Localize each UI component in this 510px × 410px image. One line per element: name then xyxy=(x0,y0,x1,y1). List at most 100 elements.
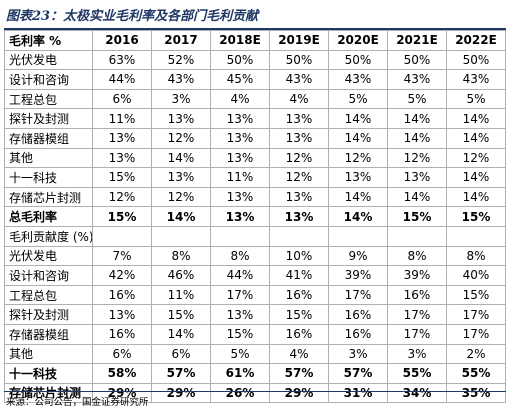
table-cell: 15% xyxy=(92,167,152,188)
table-cell: 13% xyxy=(92,127,152,149)
table-cell: 57% xyxy=(269,363,329,384)
row-label: 存储器模组 xyxy=(4,323,93,345)
table-cell: 40% xyxy=(446,265,506,286)
row-label: 总毛利率 xyxy=(4,206,93,227)
table-cell: 50% xyxy=(446,49,506,71)
table-cell: 8% xyxy=(151,245,211,267)
row-label: 探针及封测 xyxy=(4,108,93,129)
source-note: 来源：公司公告，国金证券研究所 xyxy=(6,397,149,408)
table-cell: 13% xyxy=(269,127,329,149)
table-title: 图表23：太极实业毛利率及各部门毛利贡献 xyxy=(6,9,259,24)
table-cell: 15% xyxy=(446,206,506,227)
table-cell: 11% xyxy=(92,108,152,129)
table-row: 十一科技 15% 13% 11% 12% 13% 13% 14% xyxy=(4,167,506,188)
table-cell: 4% xyxy=(269,343,329,365)
table-cell: 3% xyxy=(387,343,447,365)
table-cell: 14% xyxy=(387,127,447,149)
header-cell-year: 2022E xyxy=(446,30,506,51)
table-cell: 43% xyxy=(269,69,329,90)
table-cell: 29% xyxy=(151,382,211,404)
table-cell: 13% xyxy=(92,304,152,325)
table-cell: 50% xyxy=(269,49,329,71)
table-cell: 5% xyxy=(446,88,506,110)
table-cell: 13% xyxy=(210,304,270,325)
table-cell xyxy=(328,225,388,247)
table-cell: 12% xyxy=(446,147,506,169)
table-row: 工程总包 6% 3% 4% 4% 5% 5% 5% xyxy=(4,88,506,110)
table-cell: 41% xyxy=(269,265,329,286)
table-cell: 14% xyxy=(151,206,211,227)
table-cell: 2% xyxy=(446,343,506,365)
table-cell: 29% xyxy=(269,382,329,404)
table-cell: 31% xyxy=(328,382,388,404)
table-cell: 16% xyxy=(269,284,329,306)
table-cell: 12% xyxy=(269,167,329,188)
table-row: 总毛利率 15% 14% 13% 13% 14% 15% 15% xyxy=(4,206,506,227)
table-row: 设计和咨询 42% 46% 44% 41% 39% 39% 40% xyxy=(4,265,506,286)
table-cell: 11% xyxy=(151,284,211,306)
table-cell: 61% xyxy=(210,363,270,384)
table-row: 光伏发电 7% 8% 8% 10% 9% 8% 8% xyxy=(4,245,506,267)
title-divider xyxy=(4,28,506,30)
row-label: 光伏发电 xyxy=(4,49,93,71)
table-cell: 5% xyxy=(387,88,447,110)
table-row: 其他 13% 14% 13% 12% 12% 12% 12% xyxy=(4,147,506,169)
table-cell: 13% xyxy=(210,127,270,149)
gross-margin-table: 毛利率 % 2016 2017 2018E 2019E 2020E 2021E 2022E 光伏… xyxy=(4,30,506,404)
row-label: 工程总包 xyxy=(4,284,93,306)
row-label: 探针及封测 xyxy=(4,304,93,325)
header-cell-year: 2021E xyxy=(387,30,447,51)
table-cell: 15% xyxy=(210,323,270,345)
table-row: 存储芯片封测 29% 29% 26% 29% 31% 34% 35% xyxy=(4,382,506,404)
table-cell: 11% xyxy=(210,167,270,188)
header-cell-year: 2018E xyxy=(210,30,270,51)
table-cell: 8% xyxy=(446,245,506,267)
table-cell: 50% xyxy=(387,49,447,71)
row-label: 十一科技 xyxy=(4,167,93,188)
table-cell: 14% xyxy=(446,186,506,208)
table-cell: 43% xyxy=(387,69,447,90)
row-label: 其他 xyxy=(4,343,93,365)
table-cell: 43% xyxy=(446,69,506,90)
table-section-row: 毛利贡献度 (%) xyxy=(4,225,506,247)
table-cell: 12% xyxy=(328,147,388,169)
table-cell: 12% xyxy=(269,147,329,169)
table-cell: 55% xyxy=(446,363,506,384)
table-cell: 43% xyxy=(328,69,388,90)
row-label: 存储芯片封测 xyxy=(4,382,93,404)
table-cell: 14% xyxy=(151,323,211,345)
table-cell: 16% xyxy=(92,284,152,306)
table-cell: 6% xyxy=(151,343,211,365)
table-cell: 14% xyxy=(151,147,211,169)
table-cell: 13% xyxy=(210,147,270,169)
table-cell: 50% xyxy=(328,49,388,71)
row-label: 十一科技 xyxy=(4,363,93,384)
table-cell: 50% xyxy=(210,49,270,71)
table-cell: 39% xyxy=(387,265,447,286)
table-cell: 16% xyxy=(387,284,447,306)
table-cell: 6% xyxy=(92,343,152,365)
row-label: 存储芯片封测 xyxy=(4,186,93,208)
table-row: 存储器模组 16% 14% 15% 16% 16% 17% 17% xyxy=(4,323,506,345)
table-cell: 14% xyxy=(446,167,506,188)
table-header-row: 毛利率 % 2016 2017 2018E 2019E 2020E 2021E 2022E xyxy=(4,30,506,51)
table-cell: 17% xyxy=(210,284,270,306)
header-cell-year: 2017 xyxy=(151,30,211,51)
table-cell: 15% xyxy=(92,206,152,227)
table-cell: 8% xyxy=(210,245,270,267)
table-cell: 14% xyxy=(387,186,447,208)
table-cell: 57% xyxy=(328,363,388,384)
table-cell: 15% xyxy=(151,304,211,325)
table-cell: 17% xyxy=(328,284,388,306)
header-cell-year: 2016 xyxy=(92,30,152,51)
table-cell: 58% xyxy=(92,363,152,384)
row-label: 工程总包 xyxy=(4,88,93,110)
table-cell: 10% xyxy=(269,245,329,267)
table-cell: 14% xyxy=(328,127,388,149)
table-row: 其他 6% 6% 5% 4% 3% 3% 2% xyxy=(4,343,506,365)
table-cell: 52% xyxy=(151,49,211,71)
table-cell: 14% xyxy=(387,108,447,129)
table-row: 存储器模组 13% 12% 13% 13% 14% 14% 14% xyxy=(4,127,506,149)
table-cell: 34% xyxy=(387,382,447,404)
table-cell: 16% xyxy=(269,323,329,345)
